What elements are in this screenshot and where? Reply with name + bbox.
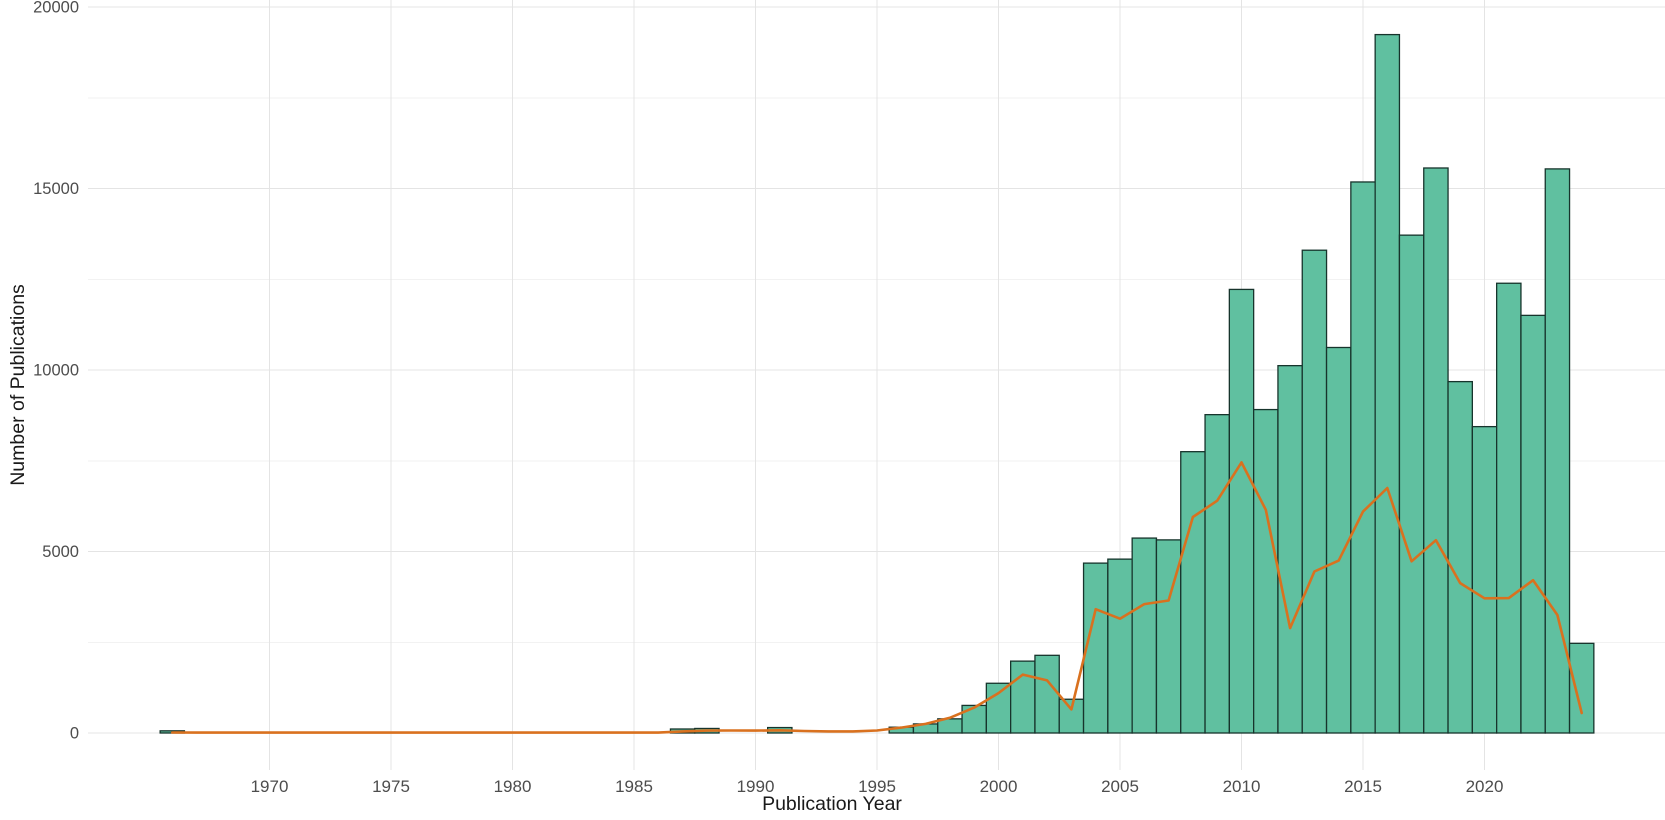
bar-2002: [1034, 654, 1060, 734]
bar-2008: [1180, 451, 1206, 734]
bar-2006: [1131, 537, 1158, 734]
y-tick-label-15000: 15000: [33, 180, 79, 198]
bar-2019: [1447, 380, 1474, 734]
x-tick-label-2000: 2000: [980, 777, 1018, 796]
bar-2005: [1107, 558, 1133, 734]
x-tick-label-1995: 1995: [858, 777, 896, 796]
bar-2000: [985, 682, 1012, 734]
bar-2001: [1010, 660, 1036, 734]
y-axis-title: Number of Publications: [7, 284, 29, 486]
x-tick-label-1990: 1990: [737, 777, 775, 796]
trend-polyline: [171, 461, 1583, 734]
bar-2009: [1204, 413, 1231, 734]
x-tick-label-1970: 1970: [251, 777, 289, 796]
x-tick-label-2020: 2020: [1466, 777, 1504, 796]
x-tick-label-2015: 2015: [1344, 777, 1382, 796]
bar-2022: [1520, 314, 1546, 734]
bar-2017: [1398, 234, 1425, 734]
y-tick-label-0: 0: [70, 725, 79, 743]
x-axis-title: Publication Year: [762, 793, 902, 815]
bar-2010: [1228, 288, 1255, 734]
bar-2018: [1423, 167, 1449, 734]
bar-2012: [1277, 364, 1303, 734]
x-tick-label-1975: 1975: [372, 777, 410, 796]
y-tick-label-10000: 10000: [33, 362, 79, 380]
bar-2023: [1544, 168, 1571, 734]
bar-2024: [1568, 642, 1595, 734]
trend-line: [171, 461, 1583, 734]
bar-2011: [1253, 408, 1279, 734]
x-tick-label-2005: 2005: [1101, 777, 1139, 796]
y-tick-label-5000: 5000: [42, 543, 79, 561]
x-tick-label-1985: 1985: [615, 777, 653, 796]
y-axis-tick-labels: 0 5000 10000 15000 20000: [33, 0, 79, 743]
bar-2014: [1325, 346, 1352, 734]
x-tick-label-2010: 2010: [1223, 777, 1261, 796]
x-tick-label-1980: 1980: [494, 777, 532, 796]
histogram-bars: [159, 33, 1595, 734]
bar-2021: [1496, 282, 1522, 734]
bar-2015: [1350, 181, 1376, 734]
bar-2020: [1471, 425, 1498, 734]
y-tick-label-20000: 20000: [33, 0, 79, 17]
bar-1999: [961, 704, 987, 734]
bar-2016: [1374, 33, 1401, 734]
x-axis-tick-labels: 1970 1975 1980 1985 1990 1995 2000 2005 2010 2015…: [251, 777, 1504, 796]
bar-2013: [1301, 249, 1328, 734]
